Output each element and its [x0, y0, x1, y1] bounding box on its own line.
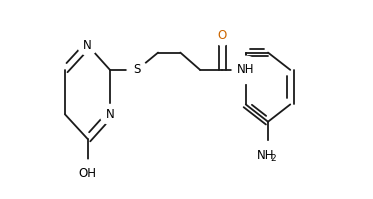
Circle shape — [78, 35, 98, 55]
Text: N: N — [83, 39, 92, 52]
Circle shape — [254, 141, 282, 169]
Circle shape — [74, 160, 101, 187]
Circle shape — [127, 60, 147, 80]
Text: NH: NH — [257, 149, 274, 162]
Text: O: O — [218, 29, 227, 42]
Circle shape — [100, 104, 120, 124]
Text: S: S — [134, 63, 141, 76]
Text: 2: 2 — [271, 154, 276, 163]
Text: NH: NH — [237, 63, 254, 76]
Circle shape — [232, 56, 259, 83]
Text: OH: OH — [79, 167, 97, 180]
Circle shape — [213, 25, 232, 45]
Text: N: N — [106, 108, 114, 121]
